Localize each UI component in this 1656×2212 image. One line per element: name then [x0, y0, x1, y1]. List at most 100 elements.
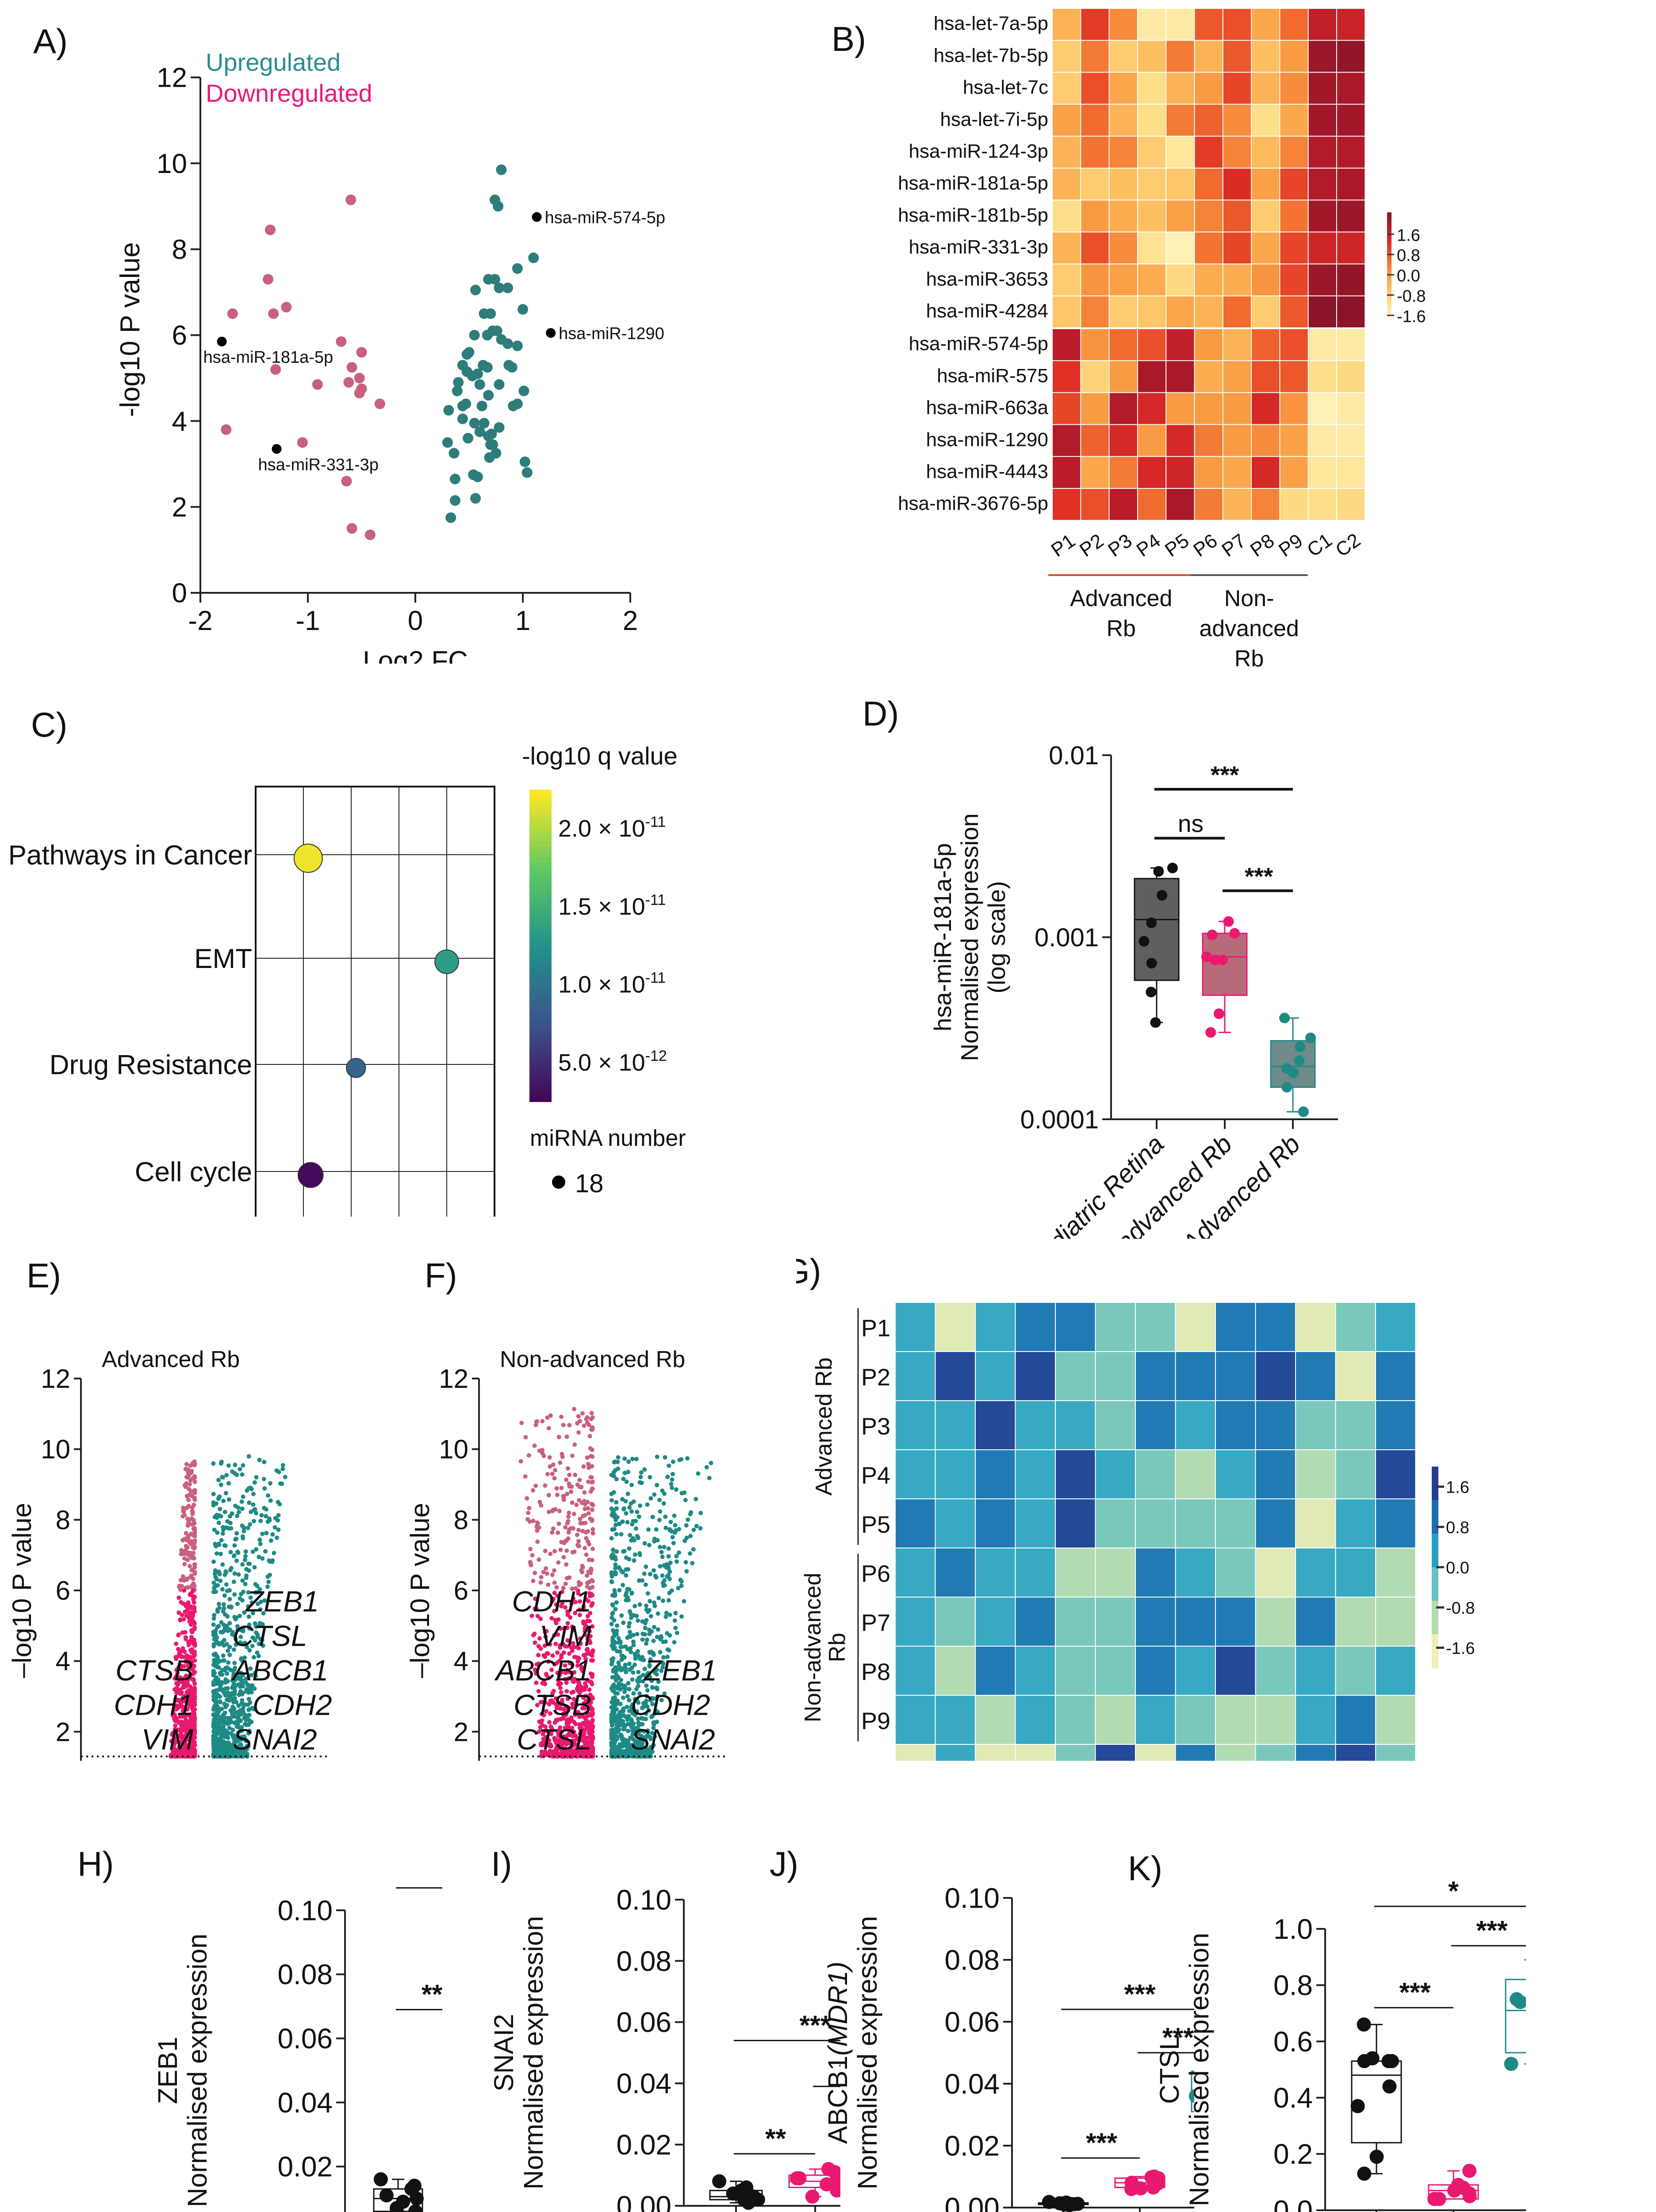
gene-point-up: [234, 1531, 239, 1536]
data-point: [1201, 951, 1212, 962]
gene-point-up: [678, 1578, 683, 1582]
gene-point-up: [250, 1683, 255, 1688]
data-point-highlighted: [546, 328, 556, 338]
heatmap-cell: [1138, 457, 1166, 488]
gene-point-up: [222, 1734, 226, 1739]
gene-point-up: [236, 1720, 241, 1724]
gene-point-down: [566, 1519, 571, 1524]
gene-point-up: [625, 1694, 630, 1699]
y-tick-label: 10: [439, 1435, 468, 1464]
colorbar-segment: [1387, 296, 1392, 299]
gene-point-down: [526, 1453, 531, 1458]
heatmap-cell: [1136, 1303, 1175, 1351]
gene-point-down: [188, 1532, 193, 1536]
heatmap-cell: [1081, 200, 1109, 232]
gene-point-up: [230, 1511, 234, 1516]
gene-point-up: [709, 1460, 713, 1465]
heatmap-cell: [1216, 1499, 1255, 1548]
gene-point-up: [215, 1660, 220, 1665]
heatmap-cell: [1308, 361, 1336, 392]
gene-point-up: [647, 1608, 652, 1613]
colorbar-segment: [529, 977, 552, 983]
gene-point-up: [670, 1535, 675, 1540]
gene-point-up: [632, 1604, 637, 1609]
gene-point-down: [574, 1502, 579, 1507]
data-point-upregulated: [470, 493, 481, 504]
gene-point-up: [632, 1552, 637, 1557]
gene-point-up: [274, 1468, 279, 1473]
gene-point-up: [243, 1689, 248, 1694]
gene-point-down: [192, 1748, 197, 1753]
colorbar-segment: [529, 940, 552, 946]
row-label: hsa-miR-3676-5p: [898, 493, 1048, 515]
gene-point-down: [544, 1651, 549, 1655]
gene-point-up: [230, 1709, 235, 1714]
heatmap-cell: [1096, 1401, 1135, 1449]
gene-point-down: [563, 1525, 568, 1530]
gene-point-up: [653, 1573, 658, 1578]
gene-point-down: [570, 1648, 575, 1653]
gene-point-up: [257, 1587, 262, 1592]
gene-point-up: [260, 1637, 264, 1642]
data-point-upregulated: [494, 379, 505, 390]
gene-point-up: [213, 1751, 218, 1755]
heatmap-cell: [976, 1696, 1015, 1744]
heatmap-cell: [1376, 1598, 1415, 1646]
gene-point-down: [552, 1609, 557, 1613]
y-tick-label: 0.04: [277, 2087, 333, 2119]
gene-point-down: [571, 1628, 575, 1632]
data-point-upregulated: [474, 426, 485, 437]
gene-point-down: [576, 1414, 581, 1419]
gene-point-down: [175, 1671, 180, 1676]
gene-point-down: [564, 1477, 569, 1482]
column-label: P6: [1189, 530, 1221, 561]
gene-point-up: [628, 1533, 632, 1538]
colorbar-tick-label: 2.0 × 10-11: [558, 814, 666, 842]
heatmap-cell: [1308, 104, 1336, 136]
gene-point-down: [587, 1434, 592, 1439]
gene-point-up: [221, 1525, 226, 1529]
heatmap-cell: [1252, 41, 1280, 72]
gene-point-down: [585, 1647, 590, 1651]
heatmap-cell: [1195, 232, 1223, 264]
gene-point-up: [222, 1606, 226, 1611]
data-point: [1447, 2183, 1462, 2198]
gene-point-down: [579, 1738, 584, 1743]
heatmap-cell: [1138, 9, 1166, 40]
colorbar-segment: [1387, 290, 1392, 294]
gene-point-down: [190, 1630, 195, 1635]
data-point-upregulated: [502, 282, 513, 293]
heatmap-cell: [1376, 1450, 1415, 1498]
heatmap-cell: [1166, 9, 1194, 40]
gene-point-down: [535, 1703, 540, 1708]
gene-point-up: [220, 1667, 225, 1672]
heatmap-cell: [1308, 425, 1336, 456]
heatmap-cell: [1053, 264, 1081, 296]
gene-point-down: [561, 1555, 566, 1559]
heatmap-cell: [1016, 1598, 1055, 1646]
gene-point-down: [547, 1720, 552, 1724]
colorbar-segment: [529, 1070, 552, 1076]
data-point-downregulated: [264, 224, 276, 235]
gene-point-up: [652, 1568, 656, 1573]
gene-point-down: [583, 1632, 587, 1637]
significance-label: ***: [1399, 1977, 1431, 2007]
heatmap-cell: [1136, 1450, 1175, 1498]
heatmap-cell: [1337, 73, 1365, 104]
gene-point-down: [567, 1510, 571, 1515]
data-point: [1305, 1032, 1316, 1043]
heatmap-cell: [1053, 489, 1081, 520]
data-point-downregulated: [374, 398, 385, 409]
gene-point-down: [541, 1653, 546, 1658]
gene-point-down: [567, 1527, 571, 1532]
y-axis-title: (log scale): [983, 881, 1010, 993]
gene-point-down: [584, 1552, 589, 1557]
gene-point-up: [666, 1573, 671, 1578]
gene-point-down: [586, 1511, 591, 1516]
heatmap-cell: [1081, 136, 1109, 168]
gene-point-down: [537, 1729, 541, 1734]
colorbar-tick-label: 5.0 × 10-12: [558, 1048, 667, 1076]
data-point-upregulated: [452, 385, 463, 396]
row-label: hsa-let-7i-5p: [940, 108, 1048, 130]
gene-point-down: [189, 1469, 194, 1474]
